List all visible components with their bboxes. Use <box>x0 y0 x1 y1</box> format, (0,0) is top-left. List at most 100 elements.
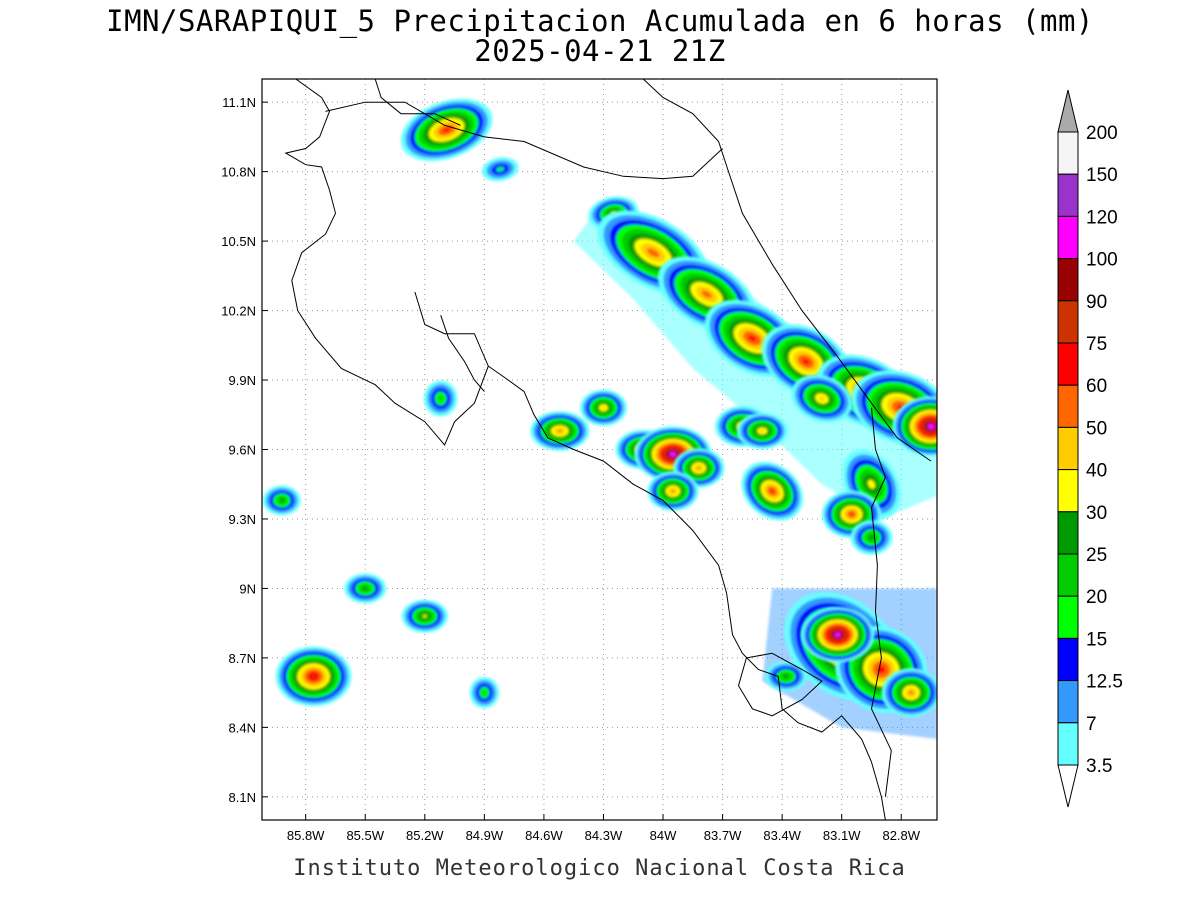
colorbar-label-5: 25 <box>1086 545 1107 566</box>
coast-line-2 <box>440 315 485 392</box>
precip-band-1-3 <box>496 166 505 172</box>
precip-cell-26 <box>275 646 352 707</box>
coast-line-7 <box>737 652 823 717</box>
precip-cell-16 <box>530 411 590 451</box>
precip-band-20-8 <box>697 466 701 470</box>
precip-cell-21 <box>647 471 699 511</box>
precip-cell-33 <box>423 380 458 417</box>
precip-cell-9 <box>892 396 937 457</box>
precip-cell-28 <box>262 485 301 516</box>
precip-cell-30 <box>469 676 500 709</box>
colorbar-label-3: 15 <box>1086 629 1107 650</box>
lon-tick-label-2: 85.2W <box>406 828 444 843</box>
coast-line-0 <box>284 79 489 446</box>
colorbar-swatch-12 <box>1057 215 1079 260</box>
lon-tick-label-6: 84W <box>650 828 677 843</box>
lon-tick-label-4: 84.6W <box>525 828 563 843</box>
precip-band-26-10 <box>311 674 316 679</box>
lat-tick-label-1: 10.8N <box>221 165 256 180</box>
colorbar-label-12: 100 <box>1086 250 1118 271</box>
lon-tick-label-3: 84.9W <box>466 828 504 843</box>
precip-band-10-7 <box>819 396 825 401</box>
lat-tick-label-2: 10.5N <box>221 234 256 249</box>
precip-band-4-8 <box>701 290 712 299</box>
colorbar-swatch-8 <box>1057 384 1079 428</box>
colorbar-swatch-13 <box>1057 173 1079 217</box>
lat-tick-label-0: 11.1N <box>222 95 256 110</box>
lon-tick-label-9: 83.1W <box>823 828 861 843</box>
colorbar-label-2: 12.5 <box>1086 672 1123 693</box>
colorbar-label-11: 90 <box>1086 292 1107 313</box>
precip-band-5-9 <box>748 335 757 342</box>
colorbar-label-4: 20 <box>1086 587 1107 608</box>
colorbar-label-14: 150 <box>1086 165 1118 186</box>
precip-band-33-4 <box>438 395 443 402</box>
map-title-line2: 2025-04-21 21Z <box>474 34 726 68</box>
precip-cell-31 <box>765 661 808 692</box>
colorbar-swatch-2 <box>1057 637 1079 682</box>
coast-line-1 <box>488 365 886 820</box>
precip-band-27-6 <box>422 614 427 618</box>
precip-cell-0 <box>400 98 493 162</box>
precip-cell-17 <box>580 389 627 426</box>
lon-tick-label-5: 84.3W <box>585 828 623 843</box>
lat-tick-label-5: 9.6N <box>229 443 256 458</box>
coastline-borders <box>284 79 932 820</box>
precip-cell-24 <box>801 607 875 663</box>
colorbar-swatch-0 <box>1057 722 1079 766</box>
coast-line-4 <box>325 101 723 180</box>
colorbar-label-15: 200 <box>1086 123 1118 144</box>
coast-line-3 <box>642 79 932 462</box>
precip-band-31-5 <box>783 674 789 679</box>
footer-credit: Instituto Meteorologico Nacional Costa R… <box>293 856 906 881</box>
precip-band-9-13 <box>929 425 933 428</box>
colorbar-swatch-4 <box>1057 553 1079 597</box>
longitude-axis: 85.8W 85.5W 85.2W 84.9W 84.6W 84.3W 84W 83.7W 83… <box>287 814 921 843</box>
colorbar-upper-arrow <box>1057 89 1079 133</box>
colorbar-label-10: 75 <box>1086 334 1107 355</box>
colorbar-label-1: 7 <box>1086 714 1097 735</box>
precip-band-25-8 <box>909 690 914 695</box>
colorbar-swatch-7 <box>1057 426 1079 471</box>
lon-tick-label-8: 83.4W <box>763 828 801 843</box>
colorbar-swatch-9 <box>1057 342 1079 386</box>
lat-tick-label-7: 9N <box>239 581 256 596</box>
precip-cell-13 <box>741 461 803 521</box>
colorbar: 3.5 7 12.5 15 20 25 30 40 50 60 75 90 100 120 150 200 <box>1057 89 1123 808</box>
colorbar-swatch-3 <box>1057 595 1079 639</box>
lat-tick-label-9: 8.4N <box>229 720 256 735</box>
precip-band-24-13 <box>836 633 839 636</box>
precip-cell-25 <box>881 668 937 718</box>
precip-band-19-13 <box>671 453 675 455</box>
lat-tick-label-10: 8.1N <box>229 790 256 805</box>
lat-tick-label-4: 9.9N <box>229 373 256 388</box>
colorbar-swatch-11 <box>1057 258 1079 302</box>
precip-band-0-9 <box>442 127 451 133</box>
precip-band-12-9 <box>850 513 854 516</box>
lat-tick-label-6: 9.3N <box>229 512 256 527</box>
colorbar-label-7: 40 <box>1086 461 1107 482</box>
lon-tick-label-7: 83.7W <box>704 828 742 843</box>
precip-cell-10 <box>791 374 853 423</box>
colorbar-label-8: 50 <box>1086 418 1107 439</box>
precip-band-30-4 <box>482 690 486 696</box>
lat-tick-label-3: 10.2N <box>221 304 256 319</box>
colorbar-label-9: 60 <box>1086 376 1107 397</box>
colorbar-swatch-6 <box>1057 469 1079 513</box>
precip-band-28-5 <box>280 498 284 503</box>
lon-tick-label-10: 82.8W <box>882 828 920 843</box>
precip-band-15-7 <box>760 429 765 433</box>
colorbar-lower-arrow <box>1057 764 1079 808</box>
precip-cell-32 <box>850 520 893 555</box>
precip-band-32-5 <box>869 535 874 540</box>
precip-band-21-8 <box>671 490 675 493</box>
precip-band-29-5 <box>362 586 368 591</box>
precip-cell-29 <box>344 573 387 604</box>
precip-band-11-6 <box>867 479 876 489</box>
precip-cell-27 <box>401 599 448 633</box>
precipitation-field <box>262 98 937 739</box>
precip-band-13-9 <box>770 489 775 493</box>
lon-tick-label-1: 85.5W <box>346 828 384 843</box>
colorbar-swatch-5 <box>1057 511 1079 555</box>
